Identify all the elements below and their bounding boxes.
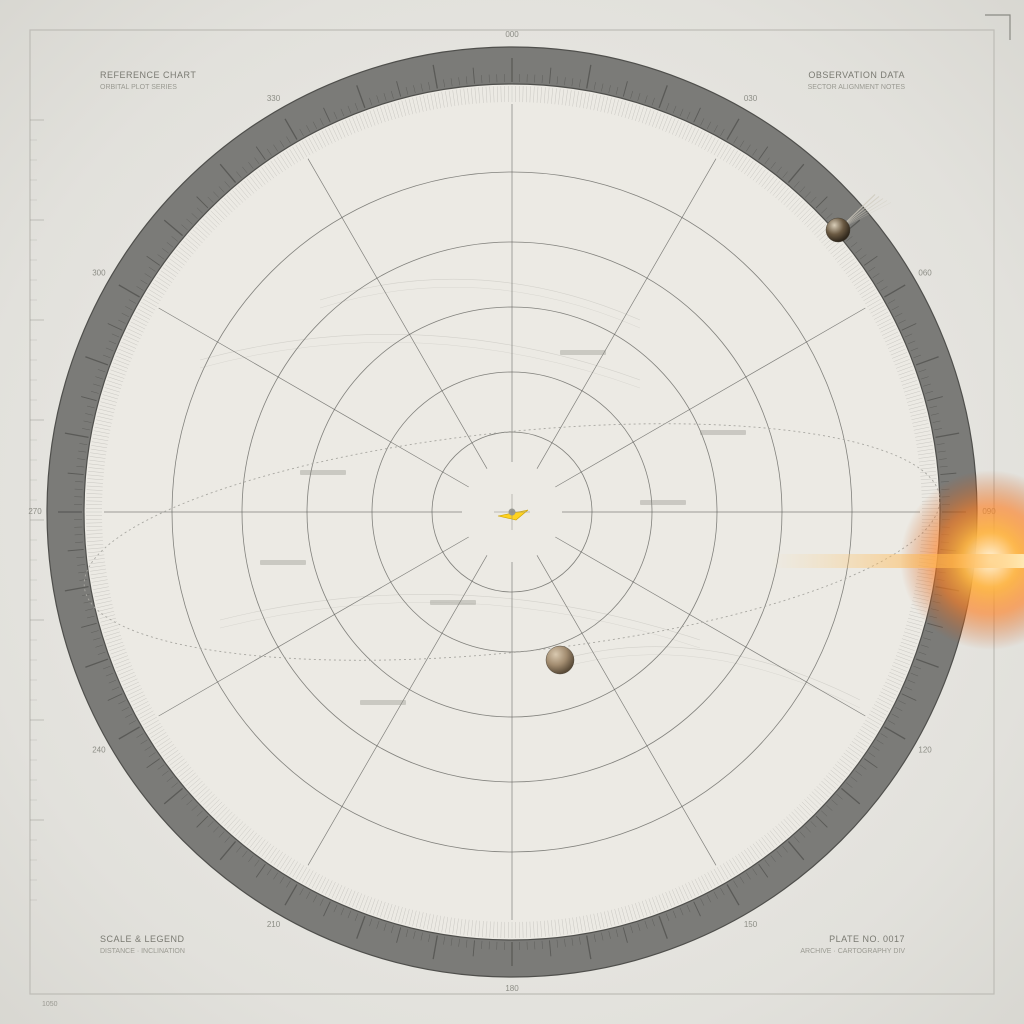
ring-label: 240: [92, 746, 106, 755]
ring-label: 330: [267, 94, 281, 103]
corner-code: 1050: [42, 1001, 58, 1008]
ring-label: 000: [505, 30, 519, 39]
annotation-title: OBSERVATION DATA: [808, 70, 905, 80]
annotation-subtitle: SECTOR ALIGNMENT NOTES: [808, 84, 906, 91]
planet-icon: [546, 646, 574, 674]
ring-label: 120: [918, 746, 932, 755]
ring-label: 270: [28, 507, 42, 516]
annotation-subtitle: ARCHIVE · CARTOGRAPHY DIV: [800, 948, 905, 955]
annotation-subtitle: ORBITAL PLOT SERIES: [100, 84, 177, 91]
ring-label: 300: [92, 269, 106, 278]
ring-label: 150: [744, 920, 758, 929]
annotation-title: REFERENCE CHART: [100, 70, 196, 80]
annotation-title: SCALE & LEGEND: [100, 934, 185, 944]
ring-label: 210: [267, 920, 281, 929]
ring-label: 030: [744, 94, 758, 103]
ring-label: 060: [918, 269, 932, 278]
orbital-chart: 000030060090120150180210240270300330REFE…: [0, 0, 1024, 1024]
annotation-title: PLATE NO. 0017: [829, 934, 905, 944]
ring-label: 180: [505, 984, 519, 993]
annotation-subtitle: DISTANCE · INCLINATION: [100, 948, 185, 955]
